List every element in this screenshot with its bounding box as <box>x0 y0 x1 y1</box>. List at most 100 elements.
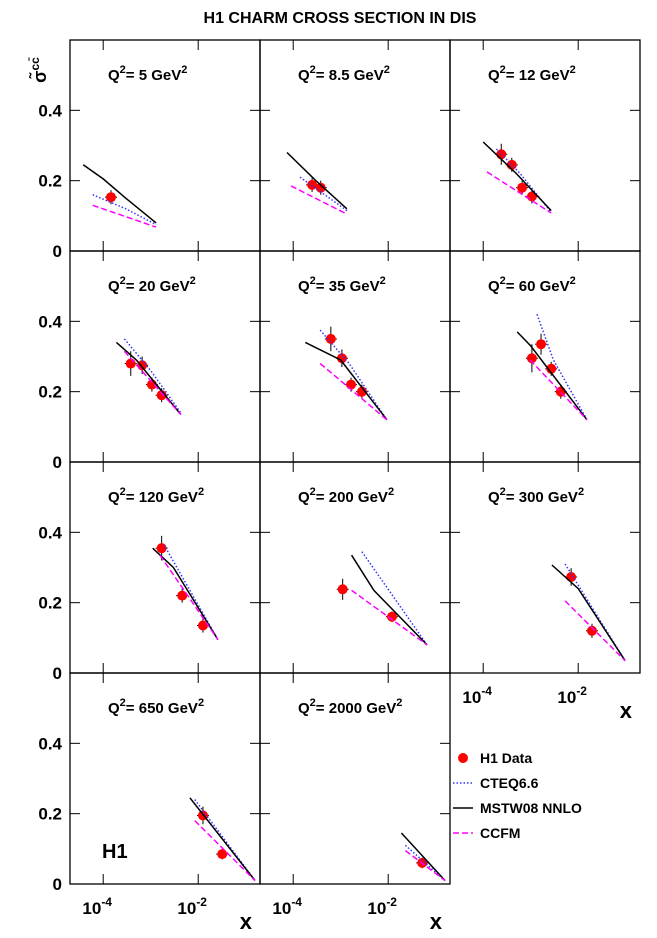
x-tick-exponent: -4 <box>481 684 492 698</box>
label-text: Q <box>108 700 120 717</box>
curve <box>529 359 588 421</box>
curve <box>319 329 388 421</box>
curve <box>290 185 348 215</box>
y-label-symbol: σ̃ <box>28 71 50 83</box>
label-superscript: 2 <box>198 486 204 498</box>
label-superscript: 2 <box>310 64 316 76</box>
x-tick-label: 10-4 <box>82 895 112 918</box>
curve <box>350 554 428 646</box>
panel-label: Q2= 650 GeV2 <box>108 697 204 717</box>
label-text: = 650 GeV <box>126 700 198 717</box>
curve <box>486 171 552 214</box>
curve <box>92 194 157 226</box>
y-tick-label: 0.2 <box>38 172 62 191</box>
label-superscript: 2 <box>190 275 196 287</box>
label-superscript: 2 <box>310 697 316 709</box>
curve <box>194 820 256 882</box>
legend-marker <box>458 753 468 763</box>
label-text: = 5 GeV <box>126 67 181 84</box>
x-tick-base: 10 <box>82 899 101 918</box>
data-point <box>536 339 547 350</box>
label-superscript: 2 <box>396 697 402 709</box>
y-tick-label: 0.4 <box>38 312 62 331</box>
curve <box>551 564 626 662</box>
panel-label: Q2= 20 GeV2 <box>108 275 196 295</box>
label-superscript: 2 <box>120 275 126 287</box>
y-tick-label: 0.2 <box>38 805 62 824</box>
curve <box>361 551 428 646</box>
curve <box>516 331 588 421</box>
curve <box>351 589 428 646</box>
curve <box>92 204 157 228</box>
label-superscript: 2 <box>120 486 126 498</box>
x-tick-exponent: -4 <box>291 895 302 909</box>
y-tick-label: 0.4 <box>38 734 62 753</box>
x-tick-label: 10-2 <box>177 895 207 918</box>
label-superscript: 2 <box>388 486 394 498</box>
panel-label: Q2= 35 GeV2 <box>298 275 386 295</box>
figure-title: H1 CHARM CROSS SECTION IN DIS <box>204 10 477 27</box>
x-tick-exponent: -4 <box>101 895 112 909</box>
annotation: H1 <box>102 841 128 863</box>
label-superscript: 2 <box>120 64 126 76</box>
data-point <box>346 379 357 390</box>
panel-label: Q2= 200 GeV2 <box>298 486 394 506</box>
x-tick-exponent: -2 <box>576 684 587 698</box>
label-superscript: 2 <box>310 275 316 287</box>
data-point <box>106 192 117 203</box>
data-point <box>517 182 528 193</box>
x-tick-label: 10-4 <box>272 895 302 918</box>
x-tick-exponent: -2 <box>196 895 207 909</box>
label-superscript: 2 <box>198 697 204 709</box>
y-tick-label: 0.2 <box>38 594 62 613</box>
panel-label: Q2= 12 GeV2 <box>488 64 576 84</box>
curve <box>123 350 182 415</box>
curve <box>319 362 388 421</box>
x-tick-base: 10 <box>272 899 291 918</box>
data-point <box>197 620 208 631</box>
curve <box>115 341 182 415</box>
label-text: = 2000 GeV <box>316 700 396 717</box>
label-text: = 35 GeV <box>316 278 380 295</box>
label-superscript: 2 <box>120 697 126 709</box>
data-point <box>337 584 348 595</box>
label-text: Q <box>488 67 500 84</box>
legend-label: MSTW08 NNLO <box>480 800 582 816</box>
x-tick-exponent: -2 <box>386 895 397 909</box>
label-text: Q <box>298 489 310 506</box>
data-point <box>336 353 347 364</box>
x-tick-label: 10-4 <box>462 684 492 707</box>
panel-label: Q2= 8.5 GeV2 <box>298 64 390 84</box>
y-axis-label: σ̃cc̄ <box>28 57 50 83</box>
data-point <box>125 358 136 369</box>
label-text: Q <box>298 278 310 295</box>
label-superscript: 2 <box>181 64 187 76</box>
label-text: = 300 GeV <box>506 489 578 506</box>
panel-label: Q2= 2000 GeV2 <box>298 697 402 717</box>
y-tick-label: 0.2 <box>38 383 62 402</box>
x-axis-label: x <box>240 909 253 934</box>
label-text: Q <box>298 700 310 717</box>
label-superscript: 2 <box>380 275 386 287</box>
panel-label: Q2= 60 GeV2 <box>488 275 576 295</box>
curve <box>564 600 626 662</box>
label-text: = 120 GeV <box>126 489 198 506</box>
label-text: = 200 GeV <box>316 489 388 506</box>
y-label-subscript: cc̄ <box>28 57 42 71</box>
label-text: Q <box>488 489 500 506</box>
panel-label: Q2= 300 GeV2 <box>488 486 584 506</box>
label-superscript: 2 <box>500 275 506 287</box>
curve <box>189 797 256 881</box>
panel-label: Q2= 5 GeV2 <box>108 64 187 84</box>
y-tick-label: 0.4 <box>38 101 62 120</box>
label-superscript: 2 <box>384 64 390 76</box>
y-tick-label: 0 <box>53 664 62 683</box>
x-axis-label: x <box>430 909 443 934</box>
label-superscript: 2 <box>310 486 316 498</box>
label-text: = 20 GeV <box>126 278 190 295</box>
data-point <box>356 386 367 397</box>
curve <box>159 554 219 641</box>
data-point <box>325 333 336 344</box>
